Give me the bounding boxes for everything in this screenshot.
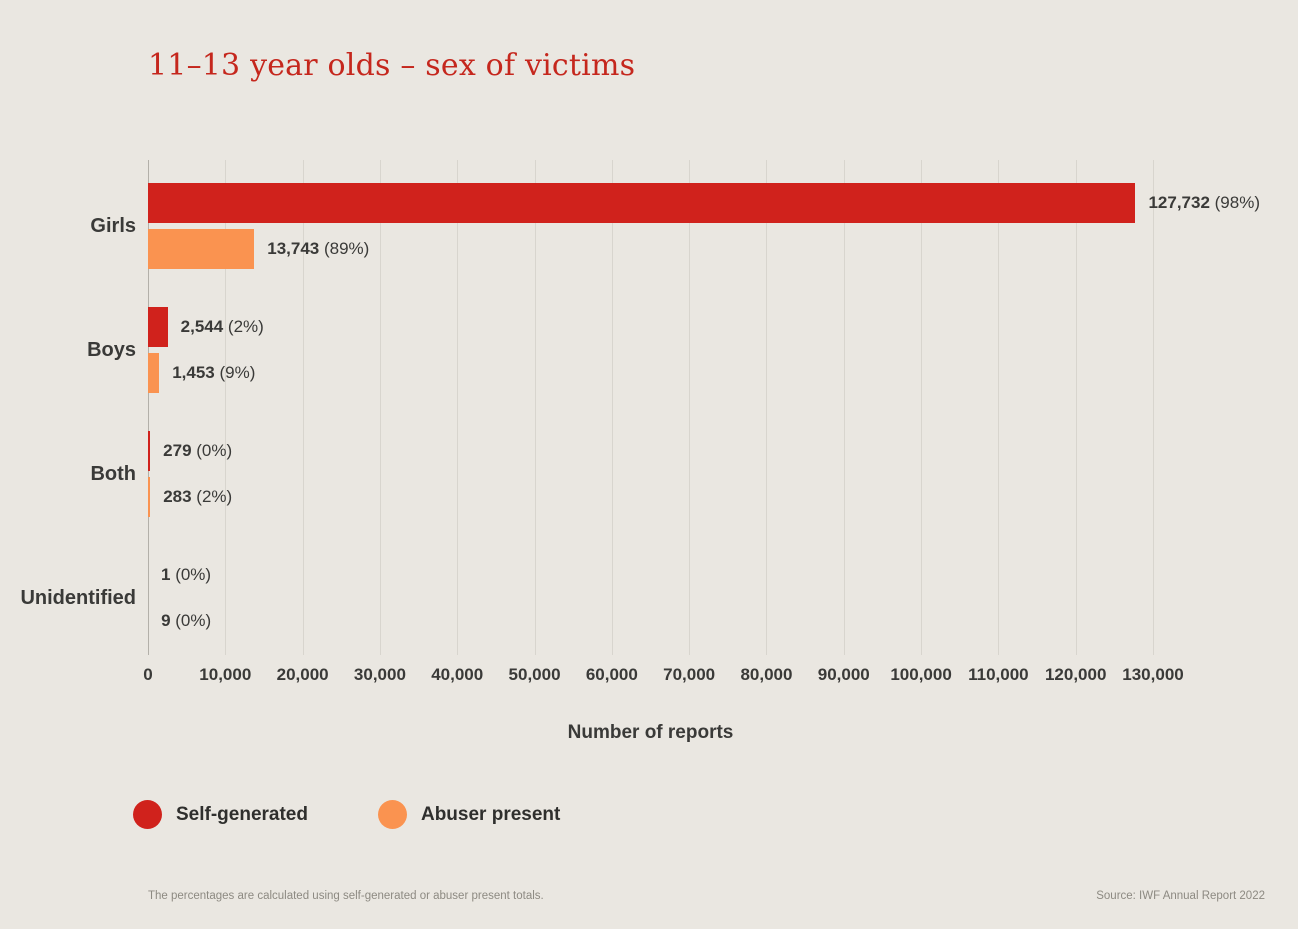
gridline	[302, 160, 304, 655]
value-label: 127,732 (98%)	[1148, 183, 1260, 223]
x-tick-label: 50,000	[508, 665, 561, 684]
bar-group-both: Both 279 (0%) 283 (2%)	[90, 431, 1153, 517]
legend-item-self-generated: Self-generated	[133, 800, 308, 829]
value-label: 2,544 (2%)	[181, 307, 264, 347]
x-tick-label: 60,000	[585, 665, 638, 684]
value-number: 279	[163, 441, 192, 460]
gridline	[998, 160, 1000, 655]
bar-group-unidentified: Unidentified 1 (0%) 9 (0%)	[20, 555, 1153, 641]
value-number: 283	[163, 487, 192, 506]
legend-item-abuser-present: Abuser present	[377, 800, 561, 829]
gridline	[1075, 160, 1077, 655]
value-number: 2,544	[180, 317, 224, 336]
value-percent: (0%)	[170, 611, 212, 630]
value-label: 279 (0%)	[163, 431, 232, 471]
x-tick-label: 120,000	[1044, 665, 1107, 684]
y-axis-line	[148, 160, 149, 655]
gridline	[843, 160, 845, 655]
value-label: 1 (0%)	[161, 555, 211, 595]
bar-boys-abuser-present	[148, 353, 160, 393]
bar-group-boys: Boys 2,544 (2%) 1,453 (9%)	[87, 307, 1153, 393]
value-number: 127,732	[1148, 193, 1210, 212]
value-percent: (89%)	[319, 239, 370, 258]
value-number: 13,743	[267, 239, 320, 258]
value-percent: (9%)	[214, 363, 256, 382]
gridline	[379, 160, 381, 655]
legend-label-self-generated: Self-generated	[176, 803, 308, 825]
x-tick-label: 40,000	[431, 665, 484, 684]
value-percent: (0%)	[170, 565, 212, 584]
abuser-present-swatch-icon	[377, 800, 407, 829]
value-label: 283 (2%)	[163, 477, 232, 517]
x-tick-label: 0	[143, 665, 153, 684]
x-tick-label: 20,000	[276, 665, 329, 684]
value-number: 1	[161, 565, 171, 584]
x-tick-label: 90,000	[817, 665, 870, 684]
x-tick-label: 10,000	[199, 665, 252, 684]
category-label: Girls	[90, 214, 136, 237]
source-footnote: Source: IWF Annual Report 2022	[1096, 890, 1265, 902]
category-label: Both	[90, 462, 136, 485]
bar-group-girls: Girls 127,732 (98%) 13,743 (89%)	[90, 183, 1260, 269]
bar-both-abuser-present	[148, 477, 151, 517]
gridline	[766, 160, 768, 655]
x-tick-label: 100,000	[890, 665, 952, 684]
legend-label-abuser-present: Abuser present	[420, 803, 561, 825]
x-tick-label: 70,000	[663, 665, 716, 684]
category-label: Unidentified	[20, 586, 136, 609]
self-generated-swatch-icon	[133, 800, 162, 829]
gridline	[611, 160, 613, 655]
plot-area: 0 10,000 20,000 30,000 40,000 50,000 60,000 70,…	[20, 160, 1260, 684]
value-label: 1,453 (9%)	[172, 353, 255, 393]
gridline	[1153, 160, 1154, 655]
bar-both-self-generated	[148, 431, 151, 471]
value-percent: (2%)	[191, 487, 233, 506]
x-tick-label: 30,000	[353, 665, 406, 684]
value-number: 9	[161, 611, 171, 630]
value-percent: (0%)	[191, 441, 233, 460]
x-axis-title: Number of reports	[567, 722, 734, 743]
chart-title: 11–13 year olds – sex of victims	[148, 48, 636, 83]
gridline	[225, 160, 227, 655]
x-tick-label: 130,000	[1122, 665, 1184, 684]
gridline	[689, 160, 691, 655]
value-label: 13,743 (89%)	[267, 229, 369, 269]
legend: Self-generated Abuser present	[133, 800, 630, 829]
x-tick-label: 110,000	[968, 665, 1029, 684]
gridline	[457, 160, 459, 655]
category-label: Boys	[87, 338, 136, 361]
gridline	[534, 160, 536, 655]
bar-boys-self-generated	[148, 307, 168, 347]
value-label: 9 (0%)	[161, 601, 211, 641]
percentages-footnote: The percentages are calculated using sel…	[148, 890, 544, 902]
value-percent: (2%)	[223, 317, 264, 336]
bar-girls-abuser-present	[148, 229, 255, 269]
gridline	[921, 160, 923, 655]
value-number: 1,453	[172, 363, 215, 382]
x-tick-label: 80,000	[740, 665, 793, 684]
value-percent: (98%)	[1209, 193, 1260, 212]
bar-girls-self-generated	[148, 183, 1136, 223]
